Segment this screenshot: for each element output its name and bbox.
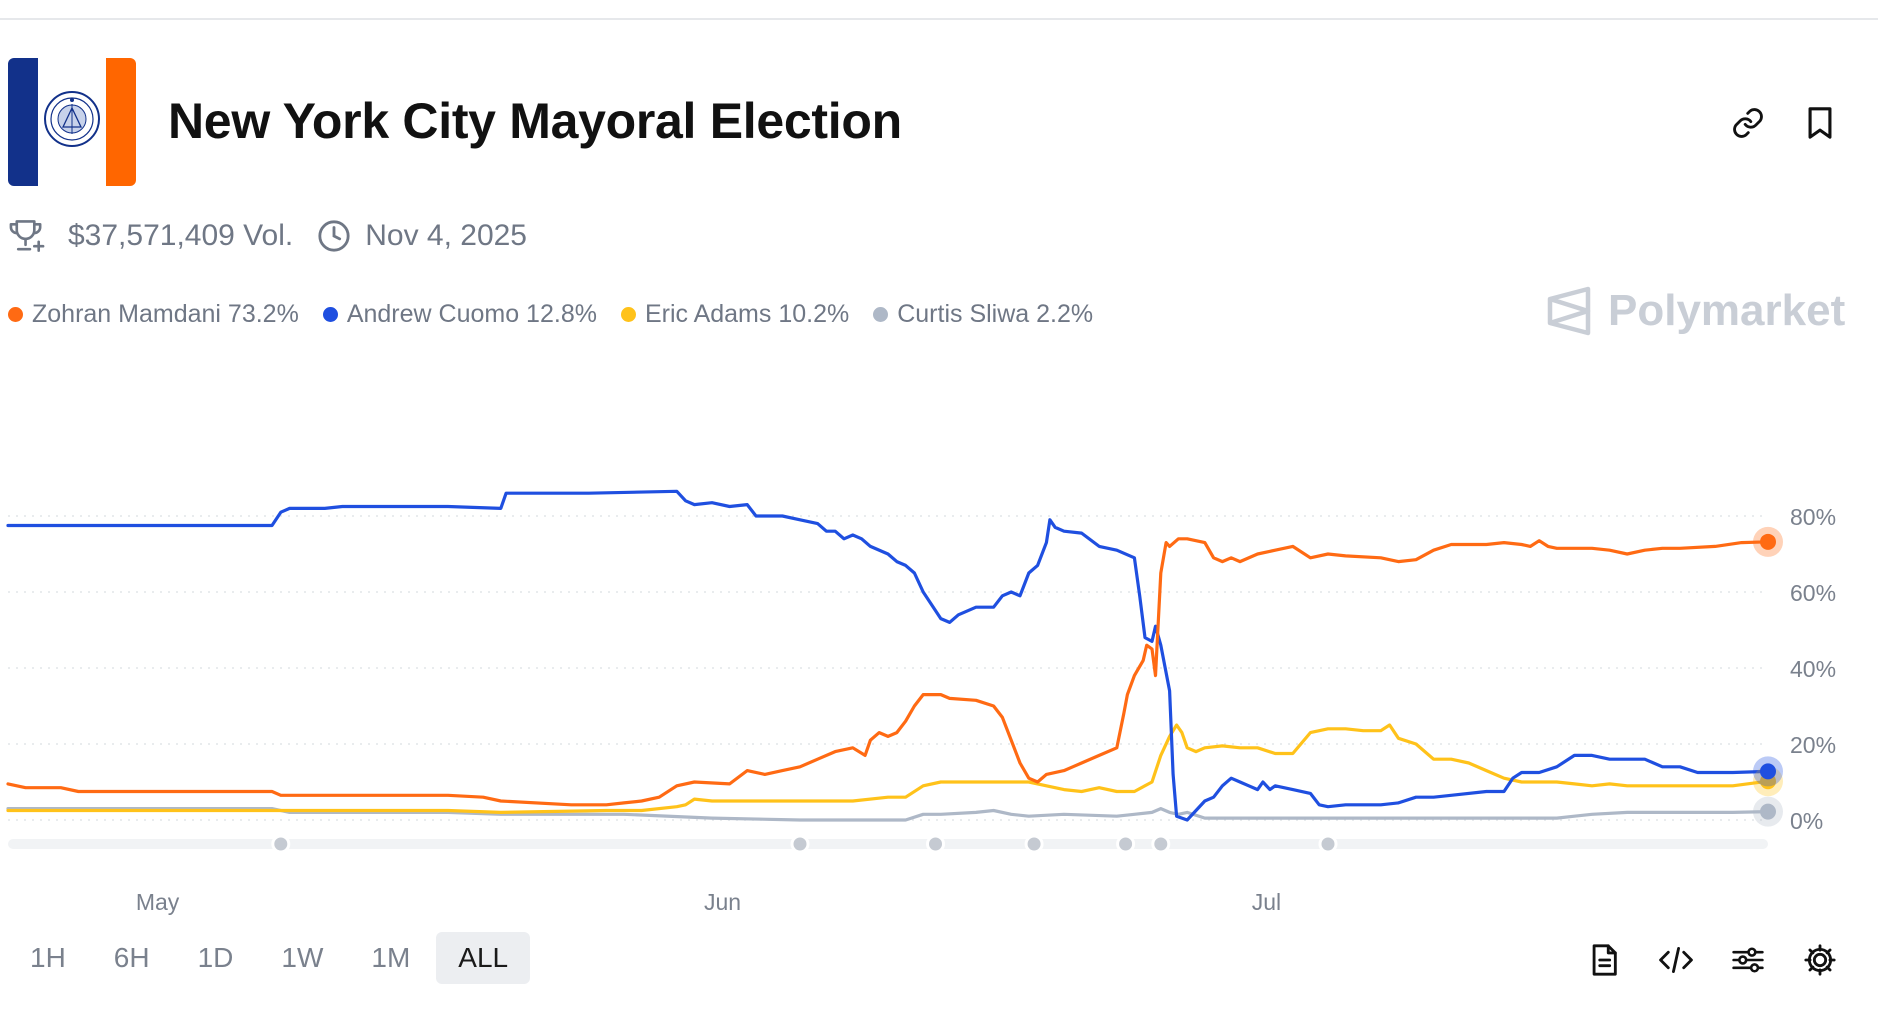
trophy-icon: [8, 218, 46, 254]
sliders-icon[interactable]: [1728, 940, 1768, 980]
range-all[interactable]: ALL: [436, 932, 531, 984]
legend-item-cuomo: Andrew Cuomo 12.8%: [322, 300, 597, 329]
brand-name: Polymarket: [1608, 286, 1846, 335]
legend-label: Curtis Sliwa 2.2%: [897, 300, 1094, 328]
series-end-point: [1760, 803, 1776, 820]
market-meta: $37,571,409 Vol. Nov 4, 2025: [8, 218, 527, 254]
document-icon[interactable]: [1584, 940, 1624, 980]
market-title: New York City Mayoral Election: [168, 93, 902, 149]
y-tick-label: 40%: [1790, 656, 1836, 682]
chart-legend: Zohran Mamdani 73.2% Andrew Cuomo 12.8% …: [8, 300, 1117, 329]
legend-dot: [322, 307, 338, 322]
legend-item-mamdani: Zohran Mamdani 73.2%: [8, 300, 299, 329]
y-tick-label: 60%: [1790, 580, 1836, 606]
legend-label: Eric Adams 10.2%: [644, 300, 850, 328]
event-marker[interactable]: [1116, 834, 1136, 854]
event-marker[interactable]: [271, 834, 291, 854]
x-tick-label: Jun: [704, 889, 741, 915]
legend-dot: [620, 307, 636, 322]
legend-dot: [873, 307, 889, 322]
legend-label: Andrew Cuomo 12.8%: [346, 300, 597, 328]
price-history-chart[interactable]: 0% 20% 40% 60% 80% May Jun Jul: [0, 400, 1878, 920]
series-end-point: [1760, 533, 1776, 550]
series-line-curtis-sliwa[interactable]: [6, 807, 1770, 822]
polymarket-watermark: Polymarket: [1546, 285, 1845, 337]
nyc-seal-icon: [44, 91, 100, 147]
series-end-point: [1760, 763, 1776, 780]
y-tick-label: 20%: [1790, 732, 1836, 758]
y-tick-label: 0%: [1790, 808, 1823, 834]
range-6h[interactable]: 6H: [113, 942, 150, 973]
settings-gear-icon[interactable]: [1800, 940, 1840, 980]
event-marker[interactable]: [790, 834, 810, 854]
nyc-flag-image: [8, 58, 136, 186]
legend-item-adams: Eric Adams 10.2%: [620, 300, 850, 329]
x-tick-label: Jul: [1252, 889, 1281, 915]
bookmark-icon[interactable]: [1800, 103, 1840, 143]
event-marker[interactable]: [1151, 834, 1171, 854]
embed-code-icon[interactable]: [1656, 940, 1696, 980]
series-line-andrew-cuomo[interactable]: [6, 489, 1770, 822]
end-date-text: Nov 4, 2025: [365, 219, 527, 252]
link-icon[interactable]: [1728, 103, 1768, 143]
y-tick-label: 80%: [1790, 504, 1836, 530]
legend-label: Zohran Mamdani 73.2%: [32, 300, 299, 328]
top-divider: [0, 18, 1878, 20]
clock-icon: [317, 219, 351, 253]
event-marker[interactable]: [926, 834, 946, 854]
time-range-selector: 1H 6H 1D 1W 1M ALL: [8, 932, 534, 984]
range-1h[interactable]: 1H: [30, 942, 66, 973]
legend-item-sliwa: Curtis Sliwa 2.2%: [873, 300, 1093, 329]
series-line-zohran-mamdani[interactable]: [6, 537, 1770, 807]
range-1m[interactable]: 1M: [371, 942, 411, 973]
volume-text: $37,571,409 Vol.: [68, 219, 294, 252]
legend-dot: [8, 307, 23, 322]
series-line-eric-adams[interactable]: [6, 723, 1770, 814]
event-marker[interactable]: [1318, 834, 1338, 854]
range-1w[interactable]: 1W: [281, 942, 324, 973]
x-tick-label: May: [136, 889, 180, 915]
event-marker[interactable]: [1024, 834, 1044, 854]
range-1d[interactable]: 1D: [197, 942, 234, 973]
polymarket-logo-icon: [1547, 286, 1591, 336]
